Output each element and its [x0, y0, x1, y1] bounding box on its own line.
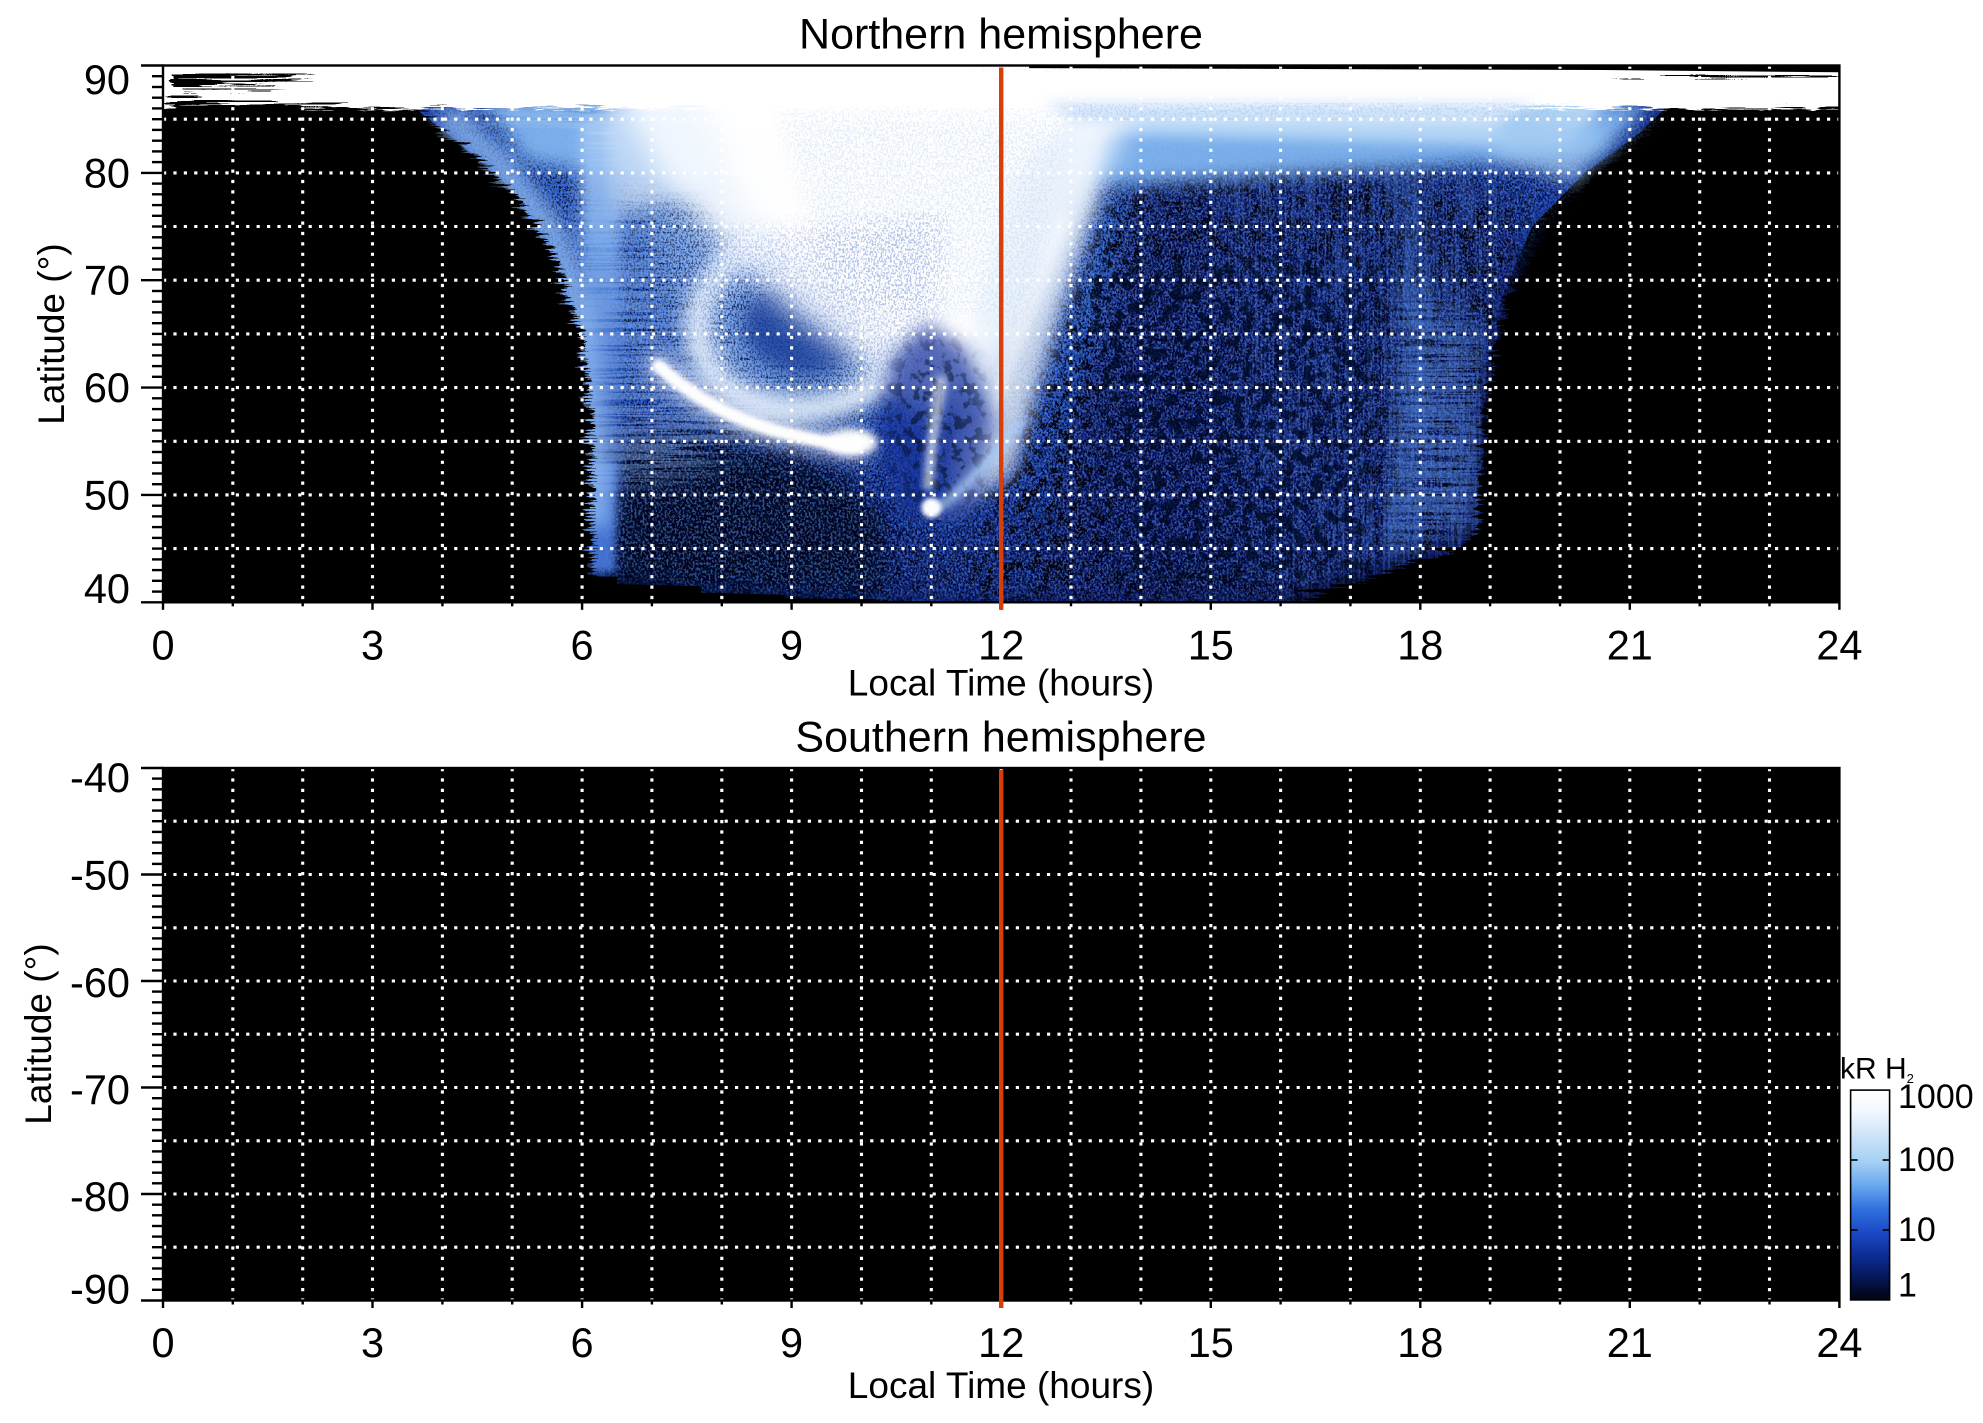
svg-text:9: 9	[780, 622, 803, 669]
svg-text:3: 3	[361, 622, 384, 669]
svg-text:24: 24	[1816, 1319, 1862, 1366]
svg-text:60: 60	[84, 364, 130, 411]
svg-text:Local Time (hours): Local Time (hours)	[848, 662, 1154, 703]
svg-text:-50: -50	[70, 852, 130, 899]
svg-text:Southern hemisphere: Southern hemisphere	[795, 714, 1206, 762]
svg-text:50: 50	[84, 471, 130, 518]
svg-text:9: 9	[780, 1319, 803, 1366]
svg-text:18: 18	[1397, 1319, 1443, 1366]
svg-text:-90: -90	[70, 1265, 130, 1312]
svg-text:-60: -60	[70, 959, 130, 1006]
svg-text:Latitude (°): Latitude (°)	[18, 943, 59, 1124]
svg-text:0: 0	[151, 622, 174, 669]
svg-text:15: 15	[1188, 1319, 1234, 1366]
svg-text:12: 12	[978, 1319, 1024, 1366]
svg-text:21: 21	[1607, 622, 1653, 669]
svg-text:6: 6	[571, 1319, 594, 1366]
svg-text:1000: 1000	[1898, 1078, 1974, 1116]
svg-text:10: 10	[1898, 1211, 1936, 1249]
svg-text:12: 12	[978, 622, 1024, 669]
svg-text:15: 15	[1188, 622, 1234, 669]
svg-text:Northern hemisphere: Northern hemisphere	[799, 10, 1203, 58]
svg-text:70: 70	[84, 257, 130, 304]
svg-text:24: 24	[1816, 622, 1862, 669]
svg-text:kR H2: kR H2	[1840, 1053, 1914, 1087]
svg-text:100: 100	[1898, 1141, 1955, 1179]
svg-text:Local Time (hours): Local Time (hours)	[848, 1365, 1154, 1406]
svg-text:3: 3	[361, 1319, 384, 1366]
svg-text:1: 1	[1898, 1267, 1917, 1305]
svg-text:-70: -70	[70, 1066, 130, 1113]
svg-text:-40: -40	[70, 754, 130, 801]
svg-text:18: 18	[1397, 622, 1443, 669]
svg-text:Latitude (°): Latitude (°)	[31, 243, 72, 424]
svg-text:0: 0	[151, 1319, 174, 1366]
svg-text:90: 90	[84, 56, 130, 103]
svg-text:80: 80	[84, 149, 130, 196]
svg-text:-80: -80	[70, 1173, 130, 1220]
svg-text:6: 6	[571, 622, 594, 669]
svg-text:40: 40	[84, 565, 130, 612]
svg-text:21: 21	[1607, 1319, 1653, 1366]
